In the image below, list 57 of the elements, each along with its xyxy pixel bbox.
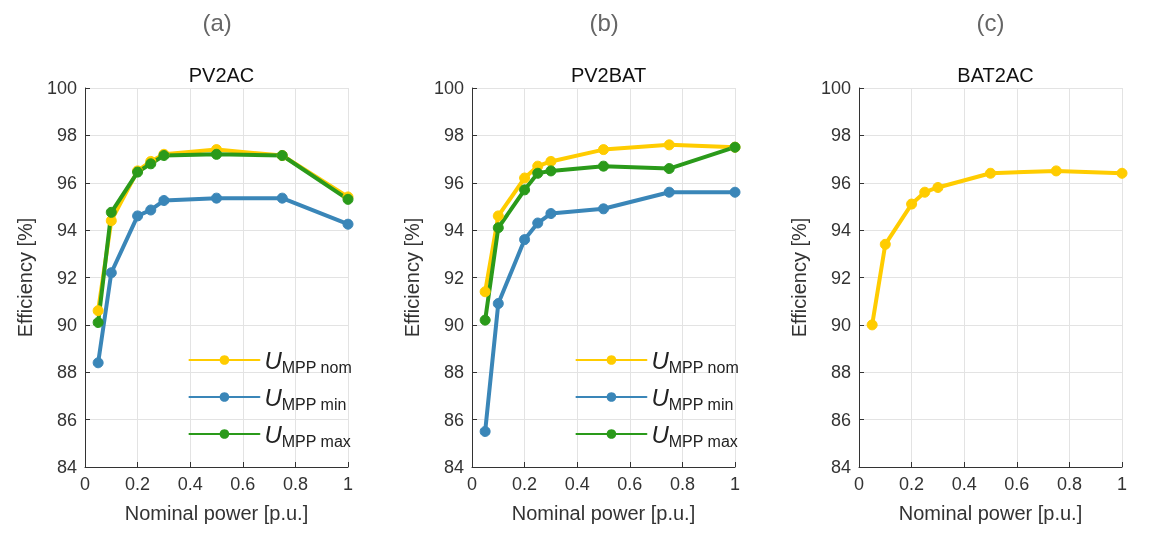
y-tick-label: 92 [830, 267, 851, 288]
text: (a) [202, 8, 232, 36]
y-tick-label: 86 [443, 409, 464, 430]
x-axis-title: Nominal power [p.u.] [511, 502, 696, 524]
x-tick-label: 1 [342, 474, 354, 494]
y-axis-title: Efficiency [%] [401, 217, 423, 338]
x-tick-label: 0.8 [1056, 474, 1082, 494]
y-tick-label: 86 [56, 409, 77, 430]
y-tick-label: 84 [830, 457, 851, 477]
x-tick-label: 0.6 [617, 474, 643, 494]
x-tick-label: 0 [466, 474, 478, 494]
y-tick-label: 98 [56, 125, 77, 146]
y-tick-label: 88 [443, 362, 464, 383]
chart-title: BAT2AC [957, 64, 1034, 86]
y-tick-label: 96 [830, 172, 851, 193]
text: (b) [589, 8, 619, 36]
y-tick-label: 88 [830, 362, 851, 383]
x-tick-label: 0.4 [564, 474, 590, 494]
x-tick-label: 0.8 [669, 474, 695, 494]
y-axis-title: Efficiency [%] [788, 217, 810, 338]
y-tick-label: 98 [443, 125, 464, 146]
y-tick-label: 84 [56, 457, 77, 477]
y-tick-label: 94 [830, 220, 851, 241]
x-tick-label: 0 [79, 474, 91, 494]
y-tick-label: 100 [46, 78, 77, 98]
y-tick-label: 92 [443, 267, 464, 288]
y-tick-label: 92 [56, 267, 77, 288]
x-tick-label: 0 [853, 474, 865, 494]
x-tick-label: 0.4 [177, 474, 203, 494]
y-tick-label: 100 [433, 78, 464, 98]
y-tick-label: 84 [443, 457, 464, 477]
x-tick-label: 0.8 [282, 474, 308, 494]
y-tick-label: 90 [443, 314, 464, 335]
y-tick-label: 86 [830, 409, 851, 430]
y-tick-label: 100 [820, 78, 851, 98]
x-axis-title: Nominal power [p.u.] [124, 502, 309, 524]
x-tick-label: 0.2 [512, 474, 538, 494]
x-tick-label: 1 [1116, 474, 1128, 494]
x-tick-label: 0.6 [1004, 474, 1030, 494]
y-tick-label: 90 [830, 314, 851, 335]
x-axis-title: Nominal power [p.u.] [898, 502, 1083, 524]
x-tick-label: 0.2 [125, 474, 151, 494]
y-tick-label: 96 [56, 172, 77, 193]
y-tick-label: 98 [830, 125, 851, 146]
y-tick-label: 90 [56, 314, 77, 335]
x-tick-label: 0.6 [230, 474, 256, 494]
y-axis-title: Efficiency [%] [14, 217, 36, 338]
text: (c) [976, 8, 1005, 36]
y-tick-label: 94 [56, 220, 77, 241]
x-tick-label: 1 [729, 474, 741, 494]
y-tick-label: 94 [443, 220, 464, 241]
y-tick-label: 88 [56, 362, 77, 383]
chart-title: PV2AC [188, 64, 255, 86]
x-tick-label: 0.2 [899, 474, 925, 494]
y-tick-label: 96 [443, 172, 464, 193]
chart-title: PV2BAT [570, 64, 647, 86]
x-tick-label: 0.4 [951, 474, 977, 494]
